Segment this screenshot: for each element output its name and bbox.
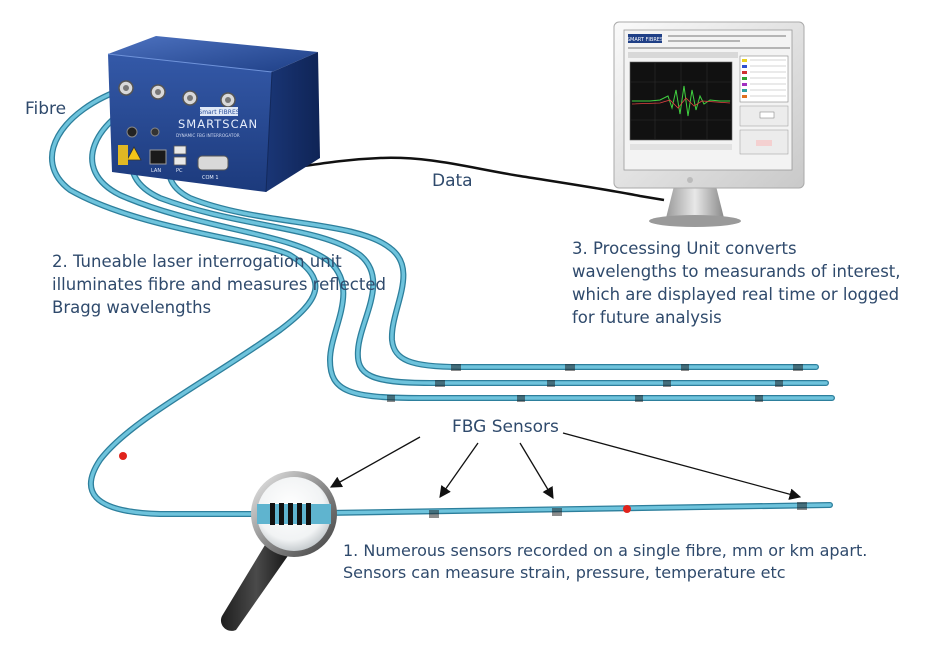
sensors-description: 1. Numerous sensors recorded on a single… [343, 540, 867, 584]
device-side [266, 52, 320, 192]
red-marker-dot [119, 452, 127, 460]
grating-marker [793, 364, 803, 371]
data-cable [257, 156, 665, 202]
usb-port [173, 156, 187, 166]
grating-marker [797, 502, 807, 510]
brand-name: SMARTSCAN [178, 117, 258, 131]
grating-marker [552, 508, 562, 516]
screen-logo: SMART FIBRES [627, 37, 663, 43]
arrow-to-sensor-1 [439, 442, 479, 498]
red-marker-dot [623, 505, 631, 513]
fibre-connector [118, 80, 134, 96]
grating-marker [429, 510, 439, 518]
fibre-label: Fibre [25, 99, 67, 119]
brand-badge-text: Smart FIBRES [198, 109, 239, 116]
power-knob [150, 127, 160, 137]
laser-unit-line: 2. Tuneable laser interrogation unit [52, 252, 342, 271]
magnifying-glass-icon [220, 471, 337, 631]
processing-unit-description: 3. Processing Unit converts wavelengths … [572, 237, 901, 329]
laser-warning-icon [126, 146, 142, 161]
lan-port [149, 149, 167, 165]
grating-marker [547, 380, 555, 387]
fibre-connector [182, 90, 198, 106]
fbg-sensors-label: FBG Sensors [452, 417, 559, 437]
monitor: SMART FIBRES [613, 21, 805, 227]
sensors-line: 1. Numerous sensors recorded on a single… [343, 541, 868, 560]
fibre-connectors [118, 80, 236, 108]
monitor-stand [666, 186, 724, 218]
laser-unit-line: Bragg wavelengths [52, 298, 212, 317]
grating-marker [565, 364, 575, 371]
usb-port [173, 145, 187, 155]
pc-port-label: PC [176, 168, 183, 174]
device-front [108, 54, 272, 192]
brand-subtitle: DYNAMIC FBG INTERROGATOR [176, 133, 240, 138]
power-knob [126, 126, 138, 138]
sensors-line: Sensors can measure strain, pressure, te… [343, 563, 786, 582]
screen-logo-bg [628, 34, 662, 43]
screen-toolbar [628, 52, 738, 58]
grating-marker [755, 395, 763, 402]
magnified-fibre [257, 504, 331, 524]
monitor-base [649, 215, 741, 227]
waveform-signal [632, 85, 730, 117]
processing-unit-line: wavelengths to measurands of interest, [572, 262, 901, 281]
grating-markers [387, 364, 807, 518]
waveform-signal-2 [631, 97, 731, 109]
screen-data-table [739, 55, 789, 155]
processing-unit-line: 3. Processing Unit converts [572, 239, 797, 258]
grating-marker [635, 395, 643, 402]
magnifier-handle [220, 540, 292, 631]
screen-footer [630, 144, 732, 150]
processing-unit-line: for future analysis [572, 308, 722, 327]
device-top [108, 36, 318, 72]
laser-unit-line: illuminates fibre and measures reflected [52, 275, 386, 294]
grating-marker [775, 380, 783, 387]
arrow-to-sensor-3 [562, 432, 802, 500]
processing-unit-line: which are displayed real time or logged [572, 285, 900, 304]
grating-marker [387, 395, 395, 402]
fibre-connector [150, 84, 166, 100]
grating-marker [435, 380, 445, 387]
interrogator-device: Smart FIBRES SMARTSCAN DYNAMIC FBG INTER… [107, 36, 320, 193]
serial-port [197, 155, 229, 171]
grating-marker [663, 380, 671, 387]
grating-marker [451, 364, 461, 371]
com-port-label: COM 1 [202, 175, 219, 181]
arrow-to-magnifier [329, 436, 421, 488]
screen-header-lines [628, 35, 790, 49]
fibre-connector [220, 92, 236, 108]
data-label: Data [432, 171, 473, 191]
brand-badge [200, 107, 238, 116]
grating-marker [681, 364, 689, 371]
grating-marker [517, 395, 525, 402]
arrow-to-sensor-2 [519, 442, 554, 500]
magnified-grating [270, 503, 311, 525]
sensor-arrows [329, 432, 802, 500]
laser-unit-description: 2. Tuneable laser interrogation unit ill… [52, 250, 386, 319]
laser-warning-label [118, 145, 128, 165]
lan-port-label: LAN [151, 168, 161, 174]
monitor-power-button [687, 177, 693, 183]
